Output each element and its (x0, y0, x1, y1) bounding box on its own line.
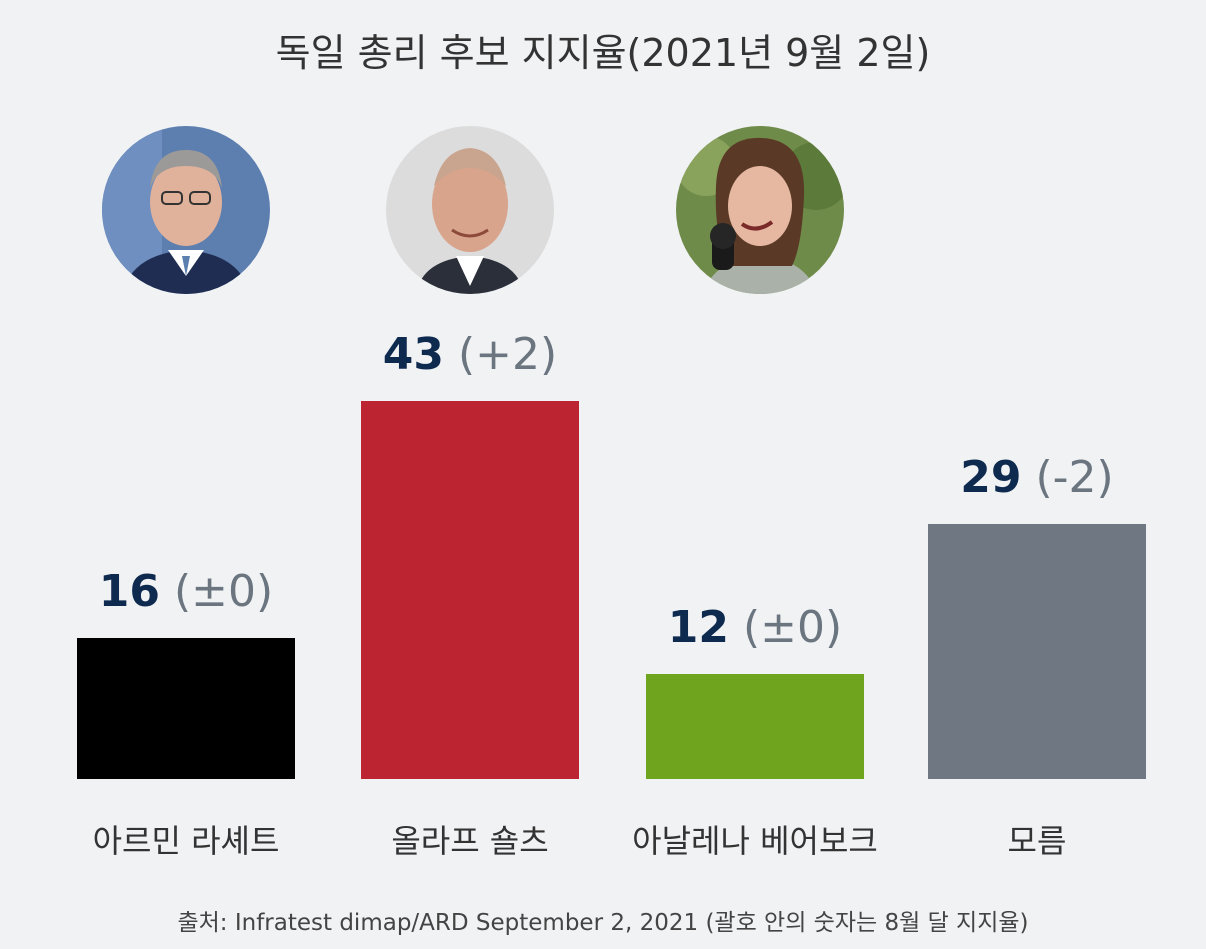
bar-armin-laschet (77, 638, 295, 779)
value-number: 16 (98, 566, 161, 618)
portrait-armin-laschet (102, 126, 270, 294)
category-label-armin-laschet: 아르민 라셰트 (92, 822, 280, 860)
value-change: (±0) (743, 601, 843, 653)
chart-title: 독일 총리 후보 지지율(2021년 9월 2일) (275, 31, 931, 75)
value-label-unknown: 29 (-2) (887, 452, 1187, 503)
bar-olaf-scholz (361, 401, 579, 779)
value-change: (-2) (1035, 452, 1114, 504)
value-number: 12 (667, 601, 730, 653)
category-label-olaf-scholz: 올라프 숄츠 (391, 822, 549, 860)
value-number: 43 (382, 329, 445, 380)
value-number: 29 (960, 452, 1022, 504)
bar-annalena-baerbock (646, 673, 864, 779)
portrait-olaf-scholz (386, 126, 554, 294)
value-label-armin-laschet: 16 (±0) (36, 566, 336, 617)
category-label-annalena-baerbock: 아날레나 베어보크 (632, 822, 878, 860)
value-label-olaf-scholz: 43 (+2) (320, 329, 620, 380)
bar-unknown (928, 524, 1146, 779)
value-change: (±0) (174, 566, 274, 618)
source-note: 출처: Infratest dimap/ARD September 2, 202… (177, 910, 1029, 936)
category-label-unknown: 모름 (1007, 822, 1067, 860)
value-change: (+2) (458, 329, 558, 380)
portrait-annalena-baerbock (676, 126, 844, 294)
value-label-annalena-baerbock: 12 (±0) (605, 602, 905, 653)
